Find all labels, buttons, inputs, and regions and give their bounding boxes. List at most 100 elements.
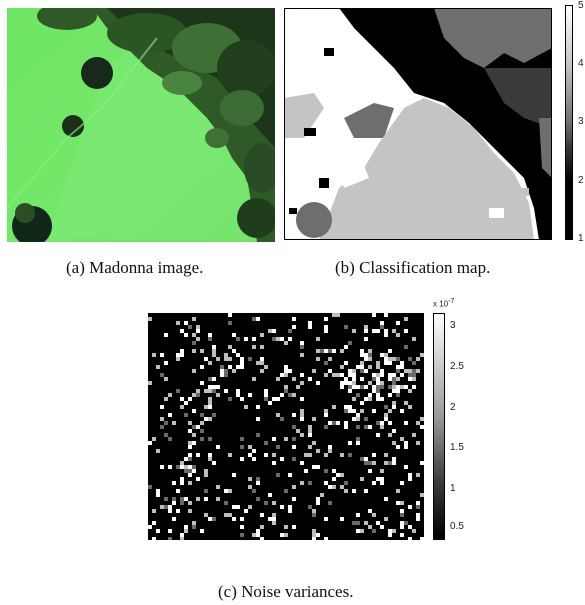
noise-pixel [404, 521, 408, 525]
noise-pixel [396, 357, 400, 361]
noise-pixel [352, 385, 356, 389]
noise-pixel [412, 377, 416, 381]
colorbar-b-tick-5: 5 [578, 0, 584, 11]
noise-pixel [400, 481, 404, 485]
noise-pixel [272, 453, 276, 457]
noise-pixel [300, 461, 304, 465]
noise-pixel [224, 489, 228, 493]
noise-pixel [368, 525, 372, 529]
noise-pixel [224, 369, 228, 373]
noise-pixel [312, 369, 316, 373]
noise-pixel [188, 509, 192, 513]
noise-pixel [396, 369, 400, 373]
noise-pixel [268, 329, 272, 333]
noise-pixel [352, 521, 356, 525]
noise-pixel [172, 481, 176, 485]
noise-pixel [260, 357, 264, 361]
noise-pixel [380, 397, 384, 401]
noise-pixel [324, 517, 328, 521]
noise-pixel [192, 441, 196, 445]
noise-pixel [408, 373, 412, 377]
noise-pixel [356, 441, 360, 445]
noise-pixel [372, 409, 376, 413]
noise-pixel [320, 349, 324, 353]
noise-pixel [212, 353, 216, 357]
noise-pixel [400, 533, 404, 537]
noise-pixel [172, 421, 176, 425]
noise-pixel [376, 365, 380, 369]
noise-pixel [360, 377, 364, 381]
noise-pixel [352, 417, 356, 421]
noise-pixel [220, 365, 224, 369]
noise-pixel [156, 489, 160, 493]
noise-pixel [212, 461, 216, 465]
noise-pixel [384, 417, 388, 421]
noise-pixel [388, 385, 392, 389]
noise-pixel [316, 497, 320, 501]
noise-pixel [352, 373, 356, 377]
noise-pixel [300, 481, 304, 485]
noise-pixel [352, 409, 356, 413]
noise-pixel [376, 385, 380, 389]
noise-pixel [236, 389, 240, 393]
noise-pixel [252, 533, 256, 537]
noise-pixel [368, 357, 372, 361]
noise-pixel [380, 481, 384, 485]
noise-pixel [296, 385, 300, 389]
noise-pixel [344, 381, 348, 385]
noise-pixel [312, 441, 316, 445]
noise-pixel [356, 417, 360, 421]
noise-pixel [240, 525, 244, 529]
noise-pixel [260, 513, 264, 517]
noise-pixel [324, 469, 328, 473]
noise-pixel [388, 373, 392, 377]
noise-pixel [404, 401, 408, 405]
noise-pixel [344, 409, 348, 413]
noise-pixel [372, 461, 376, 465]
noise-pixel [376, 377, 380, 381]
noise-pixel [240, 445, 244, 449]
noise-pixel [364, 397, 368, 401]
noise-pixel [412, 361, 416, 365]
noise-pixel [180, 461, 184, 465]
noise-pixel [244, 337, 248, 341]
noise-pixel [348, 389, 352, 393]
noise-pixel [392, 329, 396, 333]
noise-pixel [208, 389, 212, 393]
noise-pixel [184, 525, 188, 529]
noise-colorbar [433, 313, 445, 540]
noise-pixel [368, 461, 372, 465]
noise-pixel [272, 329, 276, 333]
noise-pixel [360, 457, 364, 461]
noise-pixel [380, 421, 384, 425]
colorbar-c-tick-1.5: 1.5 [450, 442, 464, 453]
noise-pixel [200, 437, 204, 441]
noise-pixel [328, 349, 332, 353]
noise-pixel [212, 345, 216, 349]
noise-pixel [412, 433, 416, 437]
noise-pixel [392, 461, 396, 465]
noise-pixel [188, 397, 192, 401]
noise-pixel [180, 497, 184, 501]
noise-pixel [300, 353, 304, 357]
noise-pixel [232, 333, 236, 337]
noise-pixel [416, 513, 420, 517]
noise-pixel [404, 329, 408, 333]
colorbar-b-tick-1: 1 [578, 233, 584, 244]
noise-pixel [284, 437, 288, 441]
noise-pixel [328, 445, 332, 449]
noise-pixel [316, 337, 320, 341]
noise-pixel [392, 457, 396, 461]
noise-pixel [240, 397, 244, 401]
noise-pixel [388, 361, 392, 365]
noise-pixel [284, 525, 288, 529]
noise-pixel [252, 457, 256, 461]
noise-pixel [176, 489, 180, 493]
noise-pixel [252, 317, 256, 321]
noise-pixel [152, 437, 156, 441]
noise-pixel [160, 417, 164, 421]
noise-pixel [388, 409, 392, 413]
noise-pixel [340, 385, 344, 389]
noise-pixel [192, 433, 196, 437]
noise-pixel [256, 361, 260, 365]
